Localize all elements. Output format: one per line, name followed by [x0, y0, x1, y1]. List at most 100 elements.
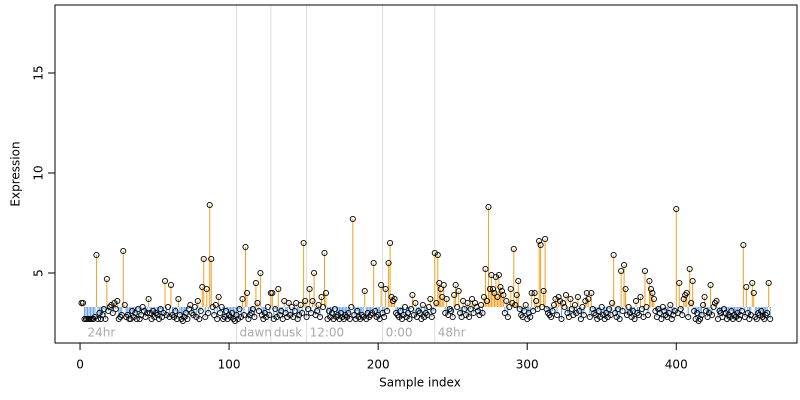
data-point	[485, 203, 492, 211]
data-point	[275, 285, 282, 293]
data-point	[708, 311, 716, 319]
data-point	[434, 251, 441, 259]
data-point	[550, 301, 558, 309]
data-point	[701, 293, 708, 301]
y-axis-title: Expression	[9, 141, 23, 206]
data-point	[504, 313, 511, 321]
data-point	[164, 303, 172, 311]
data-point	[297, 301, 304, 309]
data-point	[269, 289, 276, 297]
data-point	[252, 279, 259, 287]
data-point	[370, 259, 377, 267]
data-point	[609, 299, 616, 307]
data-point	[583, 289, 590, 297]
data-point	[606, 305, 613, 313]
data-point	[579, 303, 586, 311]
data-point	[322, 289, 330, 297]
data-point	[245, 315, 252, 323]
data-point	[449, 313, 456, 321]
data-point	[206, 201, 213, 209]
data-point	[406, 315, 413, 323]
data-point	[612, 309, 619, 317]
data-point	[677, 305, 684, 313]
data-point	[480, 293, 488, 301]
data-point	[510, 245, 517, 253]
data-point	[272, 305, 279, 313]
data-point	[644, 311, 651, 319]
data-point	[698, 311, 705, 319]
x-tick-label: 300	[516, 358, 539, 372]
data-point	[758, 307, 765, 315]
data-point	[102, 315, 109, 323]
data-point	[589, 305, 596, 313]
data-point	[243, 289, 251, 297]
data-point	[372, 307, 379, 315]
data-point	[567, 295, 574, 303]
data-point	[558, 315, 565, 323]
data-point	[328, 309, 335, 317]
data-point	[452, 281, 459, 289]
data-point	[184, 315, 191, 323]
data-point	[348, 303, 355, 311]
data-point	[161, 277, 169, 285]
data-point	[240, 311, 248, 319]
data-point	[632, 297, 640, 305]
data-point	[676, 279, 683, 287]
data-point	[637, 293, 644, 301]
data-point	[495, 271, 502, 279]
annotation-label: dawn	[240, 326, 272, 340]
x-tick-label: 400	[665, 358, 688, 372]
data-point	[543, 305, 550, 313]
data-point	[764, 309, 771, 317]
data-point	[299, 309, 306, 317]
data-point	[440, 281, 447, 289]
plot-area	[55, 5, 797, 343]
data-point	[483, 297, 491, 305]
data-point	[537, 241, 544, 249]
data-point	[659, 303, 666, 311]
data-point	[203, 285, 210, 293]
data-point	[99, 311, 106, 319]
data-point	[720, 305, 728, 313]
data-point	[291, 307, 298, 315]
data-point	[767, 315, 774, 323]
data-point	[649, 289, 656, 297]
data-point	[173, 315, 180, 323]
data-point	[482, 265, 489, 273]
data-point	[728, 307, 735, 315]
data-point	[697, 315, 704, 323]
data-point	[513, 291, 520, 299]
data-point	[391, 295, 398, 303]
data-point	[288, 303, 295, 311]
data-point	[533, 297, 540, 305]
data-point	[683, 289, 690, 297]
data-point	[555, 293, 562, 301]
data-point	[477, 301, 485, 309]
data-point	[542, 235, 549, 243]
data-point	[548, 313, 555, 321]
data-point	[144, 309, 151, 317]
data-point	[397, 307, 404, 315]
data-point	[471, 299, 479, 307]
data-point	[145, 295, 152, 303]
data-point	[467, 305, 474, 313]
data-point	[239, 295, 246, 303]
data-point	[497, 283, 504, 291]
data-point	[194, 297, 201, 305]
data-point	[236, 305, 243, 313]
data-point	[625, 303, 632, 311]
data-point	[112, 305, 119, 313]
data-point	[172, 307, 179, 315]
data-point	[124, 311, 131, 319]
data-point	[407, 305, 414, 313]
data-point	[114, 297, 121, 305]
data-point	[616, 315, 623, 323]
data-point	[433, 299, 440, 307]
data-point	[443, 295, 450, 303]
data-point	[404, 309, 412, 317]
data-point	[494, 293, 501, 301]
data-point	[658, 315, 665, 323]
data-point	[255, 307, 262, 315]
data-point	[486, 285, 493, 293]
data-point	[489, 285, 496, 293]
